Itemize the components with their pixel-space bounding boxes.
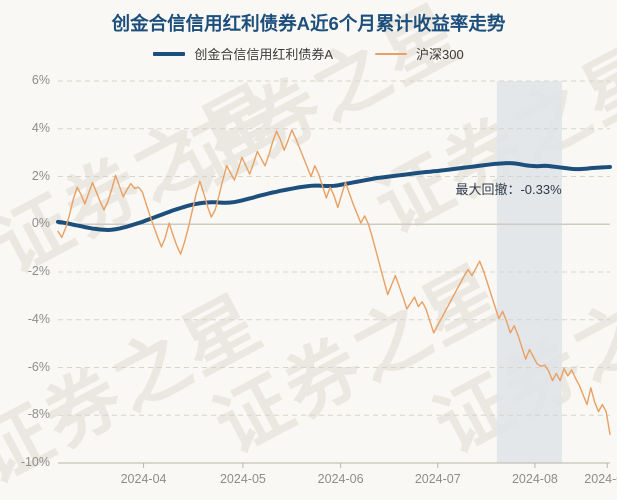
legend-item-fund: 创金合信信用红利债券A [153, 44, 333, 63]
y-axis-tick-label: -8% [27, 407, 50, 422]
max-drawdown-annotation: 最大回撤：-0.33% [455, 182, 562, 198]
y-axis-tick-label: -10% [20, 455, 50, 469]
legend-label-fund: 创金合信信用红利债券A [194, 47, 333, 62]
y-axis-tick-label: 6% [31, 73, 50, 87]
y-axis-tick-label: 4% [31, 120, 50, 135]
legend-swatch-benchmark [374, 52, 407, 55]
series-line-benchmark [57, 129, 611, 436]
y-axis-tick-label: -2% [27, 264, 50, 278]
legend-label-benchmark: 沪深300 [415, 47, 464, 62]
x-axis-tick-label: 2024-04 [120, 472, 167, 486]
x-axis-tick-label: 2024-07 [414, 472, 461, 486]
legend-item-benchmark: 沪深300 [374, 44, 464, 63]
y-axis-tick-label: 2% [31, 168, 50, 183]
series-line-fund [56, 161, 612, 232]
page-title: 创金合信信用红利债券A近6个月累计收益率走势 [111, 13, 506, 34]
y-axis-tick-label: 0% [31, 216, 50, 231]
chart-legend: 创金合信信用红利债券A 沪深300 [0, 44, 617, 63]
y-axis-tick-label: -6% [27, 359, 50, 374]
x-axis-tick-label: 2024-06 [317, 472, 364, 486]
x-axis-tick-label: 2024-09 [584, 472, 617, 486]
x-axis-tick-label: 2024-05 [219, 472, 266, 486]
x-axis-tick-label: 2024-08 [511, 472, 558, 486]
y-axis-tick-label: -4% [27, 311, 50, 326]
legend-swatch-fund [153, 51, 186, 56]
